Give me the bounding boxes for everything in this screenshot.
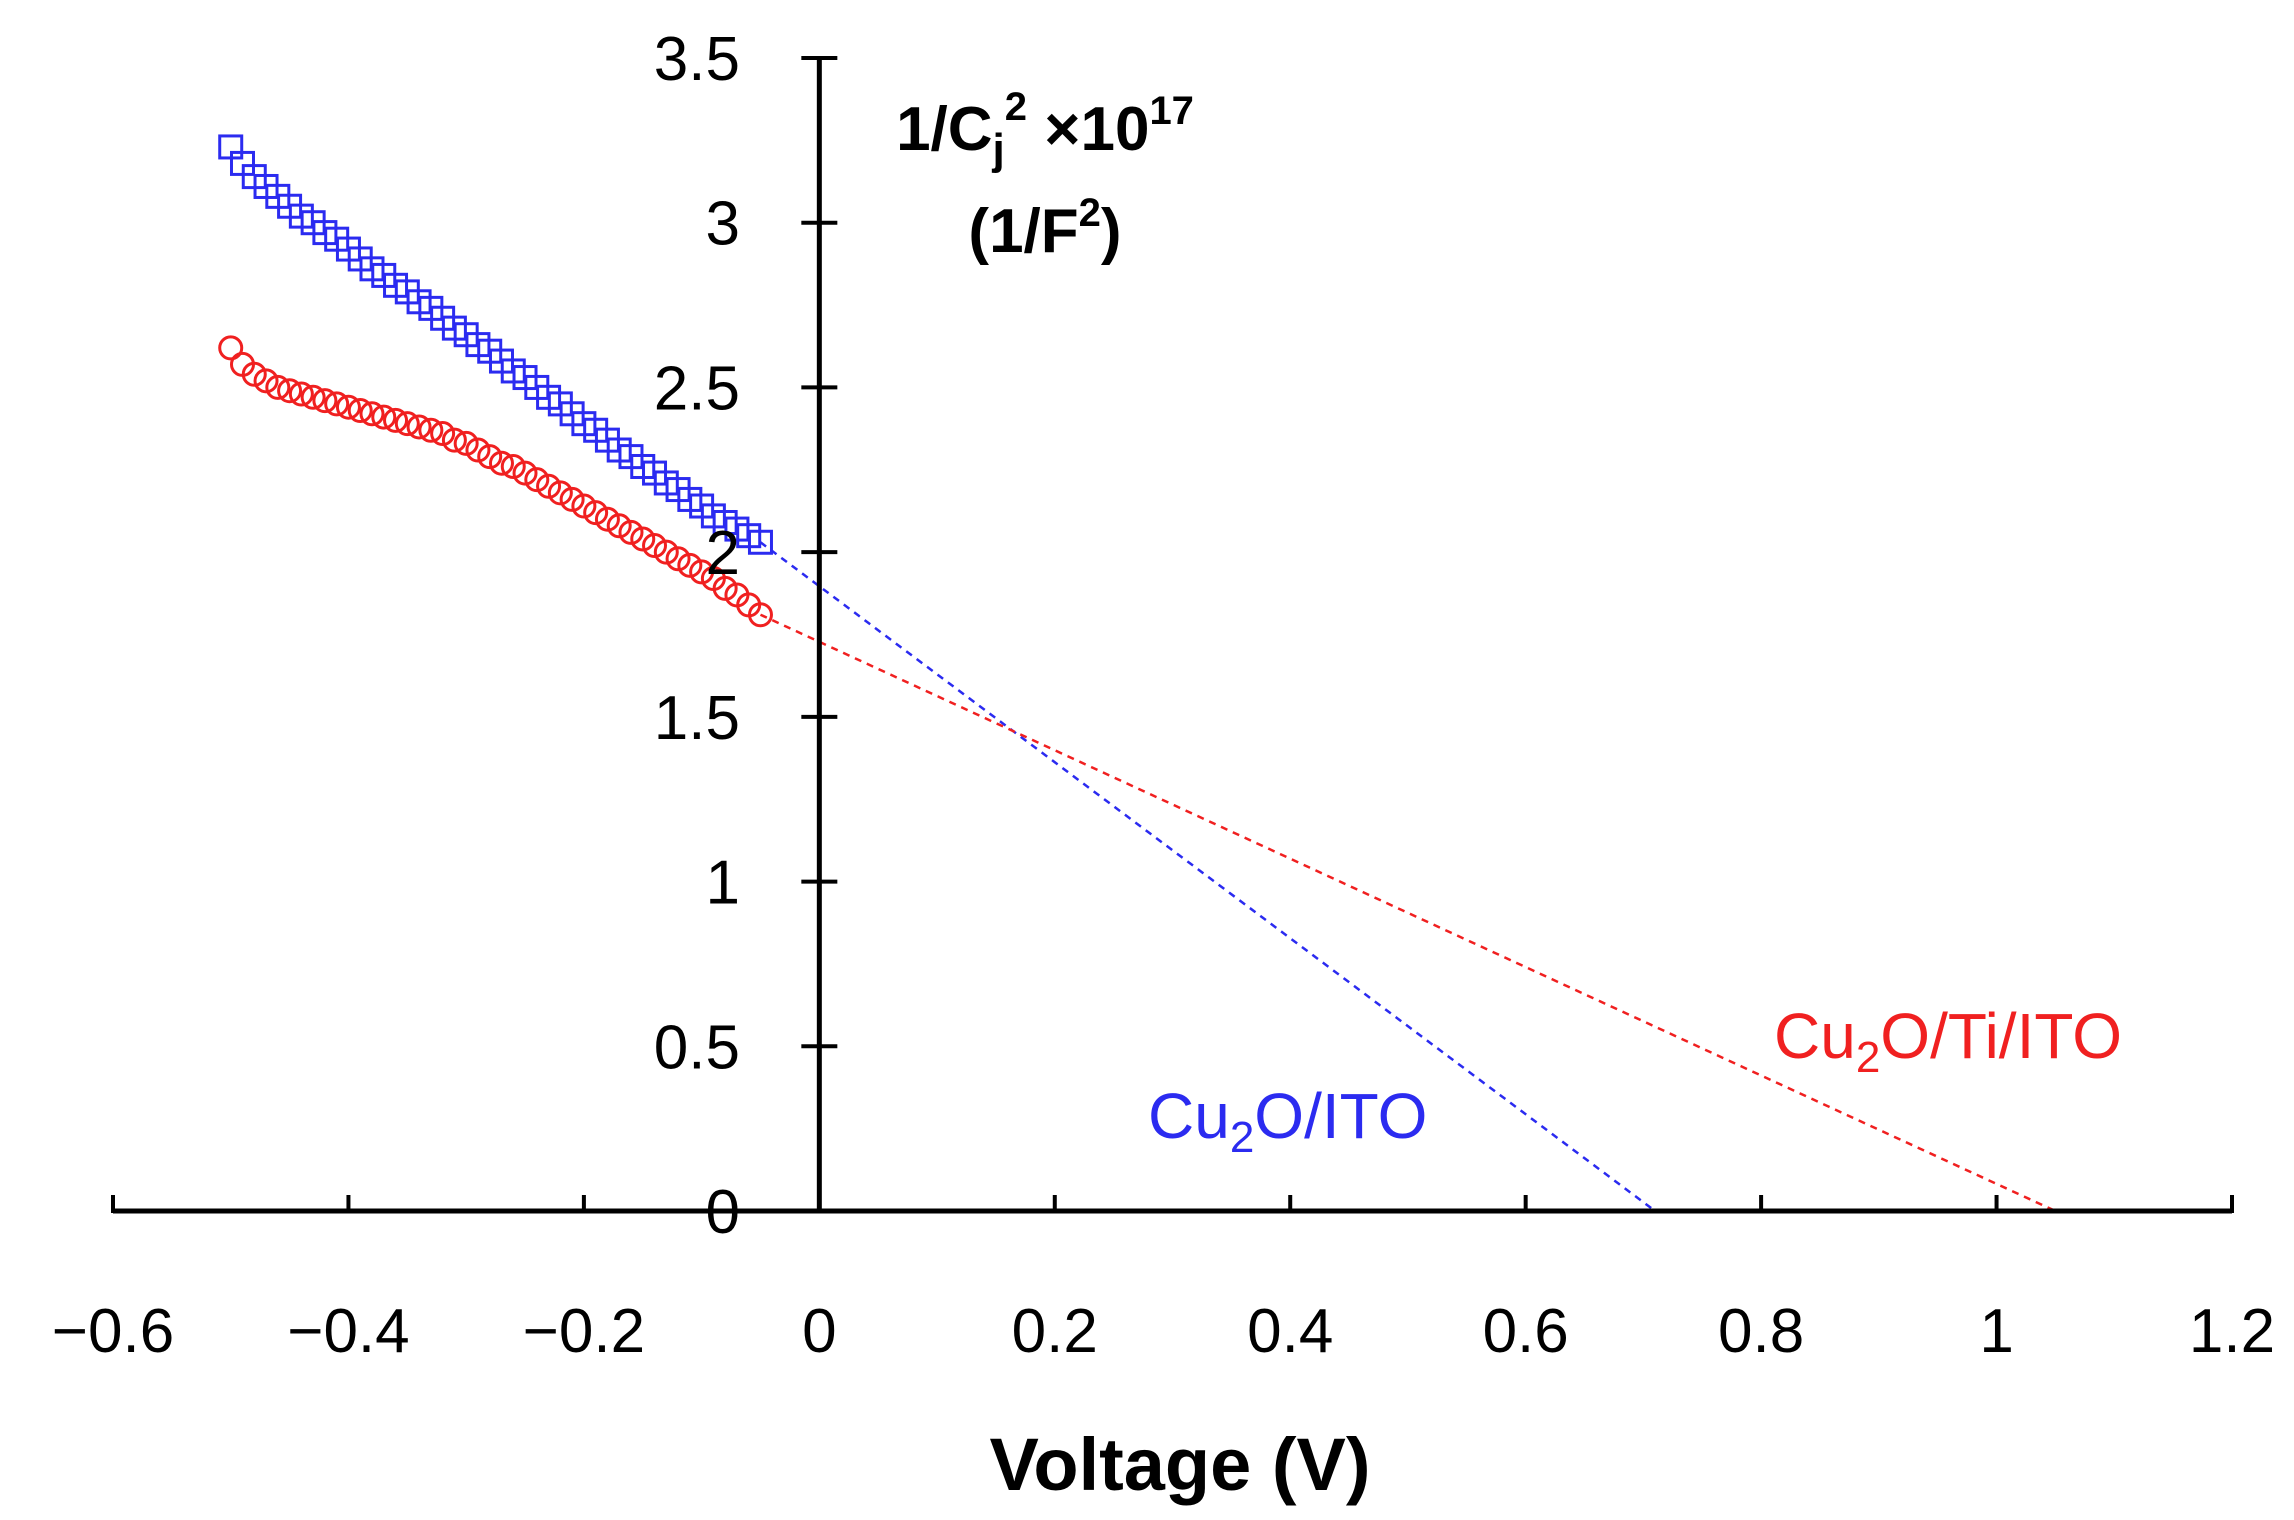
x-tick-label: 1 [1979,1297,2013,1366]
y-tick-label: 2.5 [654,354,740,423]
data-point [642,533,668,559]
series-1 [218,335,773,628]
y-tick-label: 1 [706,849,740,918]
data-points [218,134,773,628]
data-point [665,546,691,572]
data-point [359,401,385,427]
x-tick-label: −0.6 [52,1297,174,1366]
data-point [265,374,291,400]
data-point [677,552,703,578]
data-point [418,417,444,443]
y-tick-label: 2 [706,519,740,588]
x-axis-title: Voltage (V) [990,1423,1371,1506]
fit-lines [759,541,2056,1213]
x-tick-label: 0.4 [1247,1297,1333,1366]
x-tick-label: 0.2 [1012,1297,1098,1366]
y-tick-label: 3 [706,190,740,259]
data-point [441,427,467,453]
data-point [512,460,538,486]
data-point [300,384,326,410]
data-point [394,411,420,437]
data-point [430,421,456,447]
y-tick-label: 0.5 [654,1013,740,1082]
y-tick-label: 1.5 [654,684,740,753]
data-point [712,575,738,601]
data-point [606,513,632,539]
data-point [277,378,303,404]
series-label-cu2o-ti-ito: Cu2O/Ti/ITO [1774,1000,2122,1082]
data-point [383,407,409,433]
data-point [488,450,514,476]
data-point [583,500,609,526]
y-tick-label: 0 [706,1178,740,1247]
data-point [547,480,573,506]
series-label-cu2o-ito: Cu2O/ITO [1148,1080,1427,1162]
data-point [747,529,773,555]
data-point [630,526,656,552]
data-point [559,486,585,512]
fit-line-0 [759,541,1656,1213]
data-point [406,414,432,440]
data-point [253,368,279,394]
data-point [453,430,479,456]
series-0 [218,134,773,555]
data-point [689,559,715,585]
y-tick-label: 3.5 [654,25,740,94]
tick-labels: −0.6 −0.4 −0.2 0 0.2 0.4 0.6 0.8 1 1.2 0 0.5 1 1.5 2 2.… [52,25,2275,1366]
data-point [653,539,679,565]
data-point [594,506,620,532]
data-point [477,444,503,470]
data-point [312,388,338,414]
data-point [335,394,361,420]
data-point [536,473,562,499]
data-point [347,397,373,423]
data-point [371,404,397,430]
fit-line-1 [759,613,2056,1213]
x-tick-label: 0.6 [1483,1297,1569,1366]
data-point [747,602,773,628]
x-tick-label: −0.4 [287,1297,409,1366]
data-point [571,493,597,519]
data-point [218,335,244,361]
x-tick-label: 0.8 [1718,1297,1804,1366]
x-tick-label: 0 [802,1297,836,1366]
y-axis-title-line2: (1/F2) [968,191,1121,266]
data-point [324,391,350,417]
y-axis-title-line1: 1/Cj2 ×1017 [896,85,1194,174]
data-point [524,467,550,493]
data-point [288,381,314,407]
data-point [500,453,526,479]
x-tick-label: 1.2 [2189,1297,2275,1366]
data-point [618,519,644,545]
data-point [465,437,491,463]
axes [111,56,2234,1214]
data-point [241,361,267,387]
x-tick-label: −0.2 [523,1297,645,1366]
